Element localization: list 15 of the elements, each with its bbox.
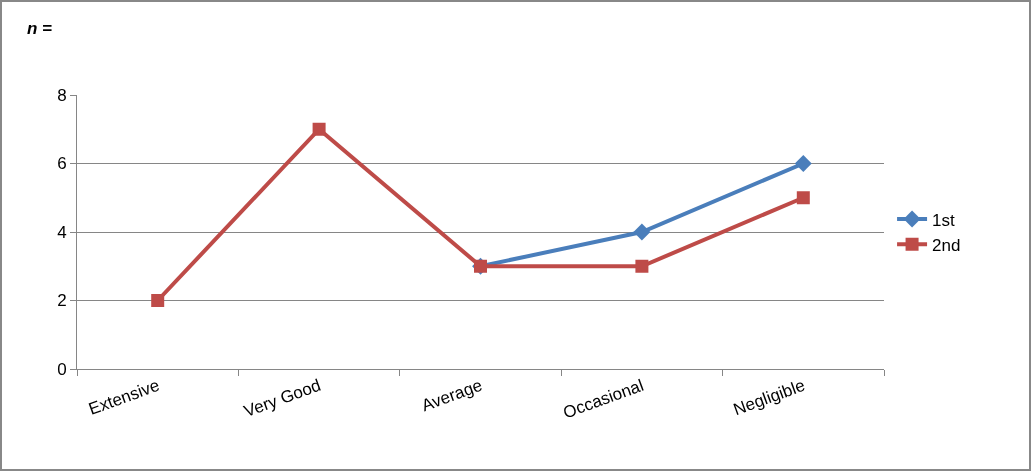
x-tick-label: Very Good: [241, 375, 324, 422]
point: [794, 155, 812, 172]
point: [151, 294, 165, 307]
point: [312, 122, 326, 136]
point: [796, 191, 810, 205]
y-tick-label: 0: [57, 359, 67, 379]
point: [633, 223, 651, 241]
y-tick-label: 4: [57, 222, 67, 242]
y-axis-title: n =: [27, 19, 53, 38]
point: [635, 259, 649, 273]
y-tick-label: 8: [57, 85, 67, 105]
legend-label: 2nd: [932, 235, 961, 255]
y-tick-label: 2: [57, 291, 67, 311]
legend-label: 1st: [932, 210, 956, 230]
y-tick-label: 6: [57, 154, 67, 174]
